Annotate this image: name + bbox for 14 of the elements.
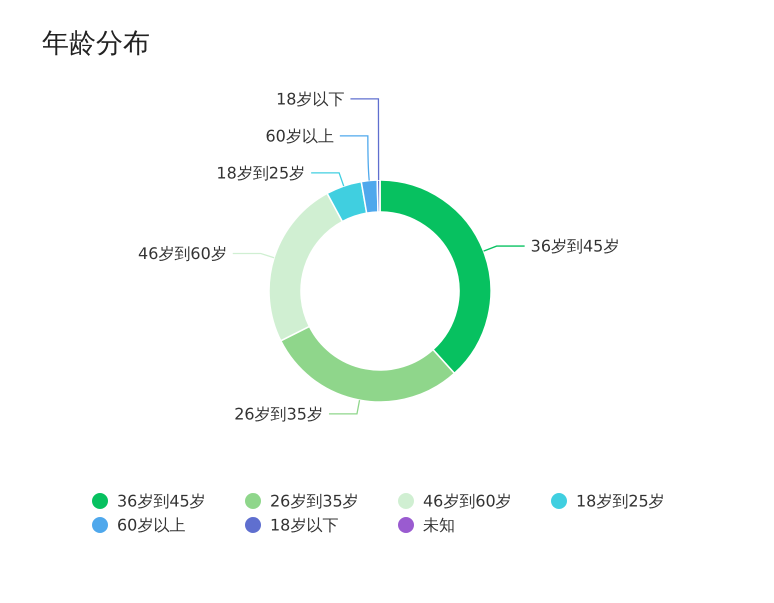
legend-label: 18岁以下 <box>270 516 338 535</box>
slice-label: 18岁以下 <box>276 89 344 108</box>
slice-label: 46岁到60岁 <box>138 244 227 264</box>
slice-label: 26岁到35岁 <box>234 404 323 424</box>
legend-label: 26岁到35岁 <box>270 492 359 511</box>
slice-label: 18岁到25岁 <box>216 163 306 182</box>
legend-label: 18岁到25岁 <box>576 492 665 511</box>
chart-title: 年龄分布 <box>42 28 150 59</box>
legend-label: 36岁到45岁 <box>117 492 206 511</box>
slice-label: 36岁到45岁 <box>530 236 620 256</box>
slice-label: 60岁以上 <box>265 126 334 146</box>
legend-label: 46岁到60岁 <box>423 492 512 511</box>
legend-label: 60岁以上 <box>117 516 186 535</box>
legend-label: 未知 <box>423 516 455 535</box>
